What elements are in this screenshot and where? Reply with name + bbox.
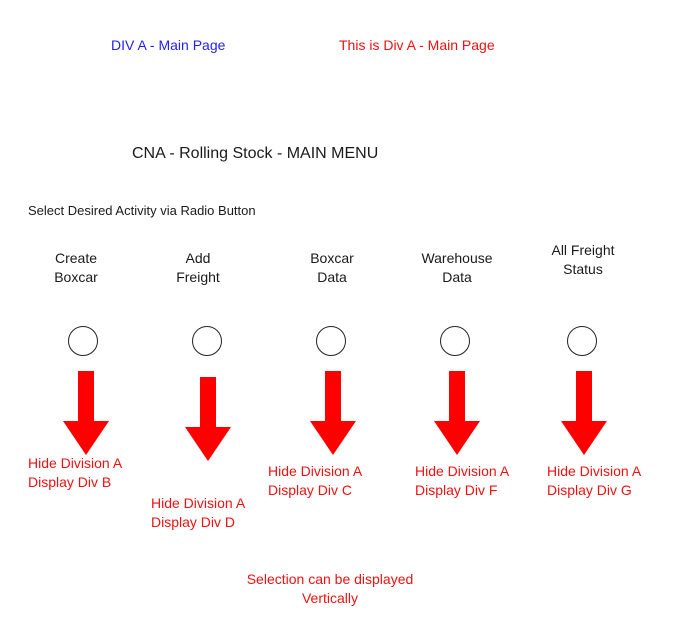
div-a-note: This is Div A - Main Page xyxy=(339,37,495,53)
arrow-down-icon xyxy=(434,371,480,455)
radio-boxcar-data[interactable] xyxy=(316,326,346,356)
arrow-down-icon xyxy=(63,371,109,455)
menu-title: CNA - Rolling Stock - MAIN MENU xyxy=(132,145,379,162)
activity-label-all-freight-status: All Freight Status xyxy=(551,242,615,277)
instruction-text: Select Desired Activity via Radio Button xyxy=(28,203,256,218)
arrow-down-icon xyxy=(310,371,356,455)
footer-note: Selection can be displayed Vertically xyxy=(246,571,414,606)
radio-warehouse-data[interactable] xyxy=(440,326,470,356)
activity-label-boxcar-data: Boxcar Data xyxy=(310,250,354,285)
note-create-boxcar: Hide Division A Display Div B xyxy=(28,455,123,490)
activity-label-add-freight: Add Freight xyxy=(176,250,220,285)
note-boxcar-data: Hide Division A Display Div C xyxy=(268,463,363,498)
div-a-label: DIV A - Main Page xyxy=(111,37,226,53)
radio-create-boxcar[interactable] xyxy=(68,326,98,356)
activity-label-create-boxcar: Create Boxcar xyxy=(54,250,98,285)
arrow-down-icon xyxy=(561,371,607,455)
arrow-down-icon xyxy=(185,377,231,461)
note-add-freight: Hide Division A Display Div D xyxy=(151,495,246,530)
note-all-freight-status: Hide Division A Display Div G xyxy=(547,463,642,498)
activity-label-warehouse-data: Warehouse Data xyxy=(421,250,493,285)
radio-add-freight[interactable] xyxy=(192,326,222,356)
radio-all-freight-status[interactable] xyxy=(567,326,597,356)
note-warehouse-data: Hide Division A Display Div F xyxy=(415,463,510,498)
